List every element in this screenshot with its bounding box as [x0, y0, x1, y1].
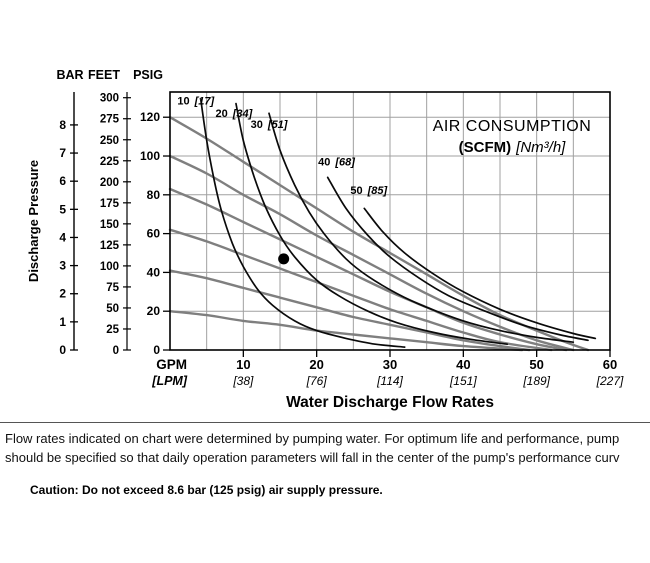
scale-header-bar: BAR: [56, 68, 83, 82]
footnote-line-1: Flow rates indicated on chart were deter…: [5, 431, 620, 446]
bar-tick-label: 2: [59, 287, 66, 301]
caution-text: Caution: Do not exceed 8.6 bar (125 psig…: [30, 483, 383, 497]
gpm-tick-label: 10: [236, 357, 250, 372]
feet-tick-label: 75: [106, 282, 119, 294]
feet-tick-label: 50: [106, 303, 119, 315]
feet-tick-label: 125: [100, 240, 120, 252]
gpm-tick-label: 20: [309, 357, 323, 372]
psig-tick-label: 20: [147, 304, 161, 318]
bar-tick-label: 7: [59, 146, 66, 160]
air-consumption-curve-10: [199, 98, 406, 348]
feet-tick-label: 250: [100, 135, 119, 147]
bar-tick-label: 4: [59, 230, 66, 244]
lpm-tick-label: [151]: [449, 374, 477, 388]
water-curve-62psig: [168, 228, 553, 352]
feet-tick-label: 225: [100, 156, 120, 168]
footnote-line-2: should be specified so that daily operat…: [5, 450, 620, 465]
lpm-tick-label: [227]: [596, 374, 624, 388]
feet-tick-label: 25: [106, 324, 119, 336]
scale-header-psig: PSIG: [133, 68, 163, 82]
water-curve-100psig: [168, 154, 575, 352]
y-axis-title: Discharge Pressure: [26, 160, 41, 282]
psig-tick-label: 60: [147, 227, 161, 241]
bar-tick-label: 6: [59, 174, 66, 188]
lpm-tick-label: [114]: [376, 374, 403, 388]
psig-tick-label: 40: [147, 265, 161, 279]
footnote: Flow rates indicated on chart were deter…: [0, 423, 650, 467]
lpm-tick-label: [38]: [232, 374, 254, 388]
feet-tick-label: 100: [100, 261, 119, 273]
feet-tick-label: 200: [100, 177, 119, 189]
air-curve-label-30: 30 [51]: [251, 119, 288, 131]
air-consumption-title: AIR CONSUMPTION: [433, 118, 592, 135]
lpm-unit-label: [LPM]: [151, 374, 188, 388]
bar-tick-label: 5: [59, 202, 66, 216]
bar-tick-label: 1: [59, 315, 66, 329]
air-consumption-units: (SCFM) [Nm³/h]: [459, 139, 567, 156]
bar-tick-label: 0: [59, 343, 66, 357]
water-curve-41psig: [168, 269, 531, 352]
gpm-tick-label: 50: [529, 357, 543, 372]
air-consumption-curve-40: [326, 176, 589, 342]
psig-tick-label: 120: [140, 110, 160, 124]
feet-tick-label: 0: [113, 345, 119, 357]
pump-performance-figure: 10 [17] 20 [34] 30 [51] 40 [68] 50 [85] AIR CONSUM…: [26, 68, 624, 411]
bar-tick-label: 8: [59, 118, 66, 132]
bar-tick-label: 3: [59, 259, 66, 273]
psig-tick-label: 0: [153, 343, 160, 357]
feet-tick-label: 150: [100, 219, 119, 231]
feet-tick-label: 175: [100, 198, 120, 210]
air-consumption-curve-20: [235, 102, 509, 346]
water-curve-20psig: [168, 310, 524, 352]
water-curve-120psig: [168, 116, 590, 352]
gpm-tick-label: 60: [603, 357, 617, 372]
water-curve-83psig: [168, 187, 568, 352]
footer-separator: [0, 422, 650, 423]
feet-tick-label: 300: [100, 93, 119, 105]
lpm-tick-label: [189]: [522, 374, 550, 388]
operating-point-dot: [278, 253, 290, 265]
air-curve-label-50: 50 [85]: [350, 185, 387, 197]
psig-tick-label: 80: [147, 188, 161, 202]
feet-tick-label: 275: [100, 114, 120, 126]
gpm-tick-label: 40: [456, 357, 470, 372]
air-consumption-curve-30: [268, 112, 575, 344]
x-axis-title: Water Discharge Flow Rates: [286, 394, 494, 411]
gpm-unit-label: GPM: [156, 357, 187, 372]
pump-performance-chart: 10 [17]20 [34]30 [51] 40 [68] 50 [85] AIR CONSUM…: [26, 68, 624, 411]
air-curve-label-20: 20 [34]: [215, 108, 252, 120]
psig-tick-label: 100: [140, 149, 160, 163]
air-curve-label-10: 10 [17]: [177, 96, 214, 108]
gpm-tick-label: 30: [383, 357, 397, 372]
air-curve-label-40: 40 [68]: [318, 157, 355, 169]
lpm-tick-label: [76]: [306, 374, 328, 388]
air-consumption-curve-50: [363, 207, 597, 340]
scale-header-feet: FEET: [88, 68, 120, 82]
